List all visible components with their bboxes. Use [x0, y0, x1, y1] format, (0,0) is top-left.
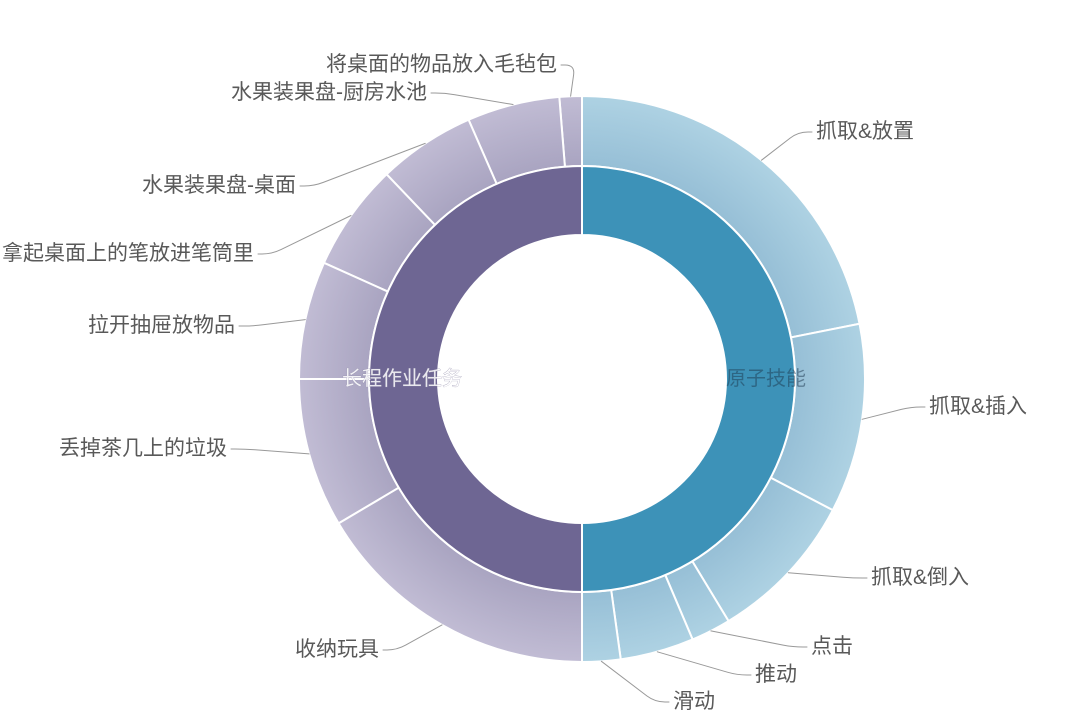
- svg-text:水果装果盘-厨房水池: 水果装果盘-厨房水池: [231, 81, 427, 104]
- svg-text:滑动: 滑动: [673, 690, 715, 713]
- svg-text:原子技能: 原子技能: [726, 367, 806, 390]
- svg-text:收纳玩具: 收纳玩具: [295, 638, 379, 661]
- svg-text:丢掉茶几上的垃圾: 丢掉茶几上的垃圾: [59, 437, 227, 460]
- svg-text:推动: 推动: [755, 663, 797, 686]
- svg-text:长程作业任务: 长程作业任务: [342, 367, 462, 390]
- svg-text:抓取&放置: 抓取&放置: [816, 120, 914, 143]
- svg-text:拿起桌面上的笔放进笔筒里: 拿起桌面上的笔放进笔筒里: [2, 241, 254, 265]
- svg-text:水果装果盘-桌面: 水果装果盘-桌面: [142, 174, 296, 197]
- svg-text:点击: 点击: [811, 635, 853, 658]
- svg-text:拉开抽屉放物品: 拉开抽屉放物品: [88, 314, 235, 337]
- svg-text:抓取&倒入: 抓取&倒入: [871, 566, 969, 589]
- svg-text:将桌面的物品放入毛毡包: 将桌面的物品放入毛毡包: [326, 53, 557, 76]
- svg-text:抓取&插入: 抓取&插入: [929, 395, 1027, 418]
